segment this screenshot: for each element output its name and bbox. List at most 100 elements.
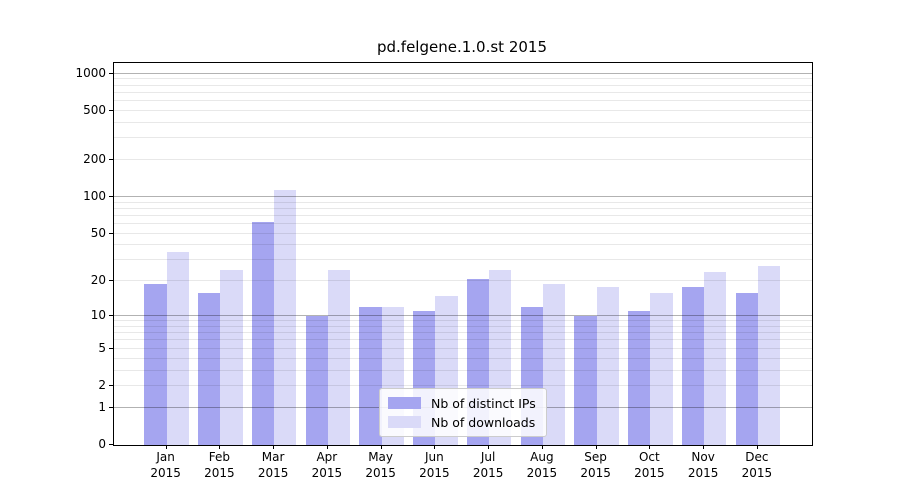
month-label: Apr [316, 450, 338, 464]
y-tick-label-1000: 1000 [75, 65, 106, 80]
gridline-30 [114, 259, 812, 261]
x-tick-label-oct: Oct 2015 [619, 449, 679, 481]
legend-swatch-ips [388, 397, 421, 409]
gridline-4 [114, 357, 812, 359]
legend-label-ips: Nb of distinct IPs [431, 395, 536, 411]
gridline-40 [114, 244, 812, 246]
x-tick-mark-jul [488, 445, 490, 449]
y-tick-label-20: 20 [90, 273, 106, 288]
x-tick-mark-jun [434, 445, 436, 449]
gridline-600 [114, 100, 812, 102]
legend-swatch-downloads [388, 416, 421, 428]
x-tick-mark-nov [703, 445, 705, 449]
x-tick-mark-sep [595, 445, 597, 449]
month-label: May [368, 450, 393, 464]
gridline-8 [114, 325, 812, 327]
chart-title: pd.felgene.1.0.st 2015 [376, 38, 547, 56]
x-tick-mark-feb [219, 445, 221, 449]
y-tick-label-0: 0 [98, 437, 106, 451]
x-tick-mark-aug [541, 445, 543, 449]
gridline-10 [114, 315, 812, 317]
y-tick-mark-10 [109, 315, 113, 317]
bar-jan-ips [144, 284, 167, 445]
y-tick-label-10: 10 [90, 308, 106, 323]
y-tick-mark-500 [109, 109, 113, 111]
bar-apr-ips [305, 316, 328, 445]
year-label: 2015 [311, 466, 343, 480]
month-label: Nov [691, 450, 715, 464]
gridline-500 [114, 109, 812, 111]
y-tick-label-100: 100 [83, 188, 106, 203]
bar-feb-downloads [220, 269, 243, 445]
bar-mar-downloads [274, 189, 297, 445]
y-tick-mark-200 [109, 158, 113, 160]
gridline-7 [114, 332, 812, 334]
y-tick-mark-1000 [109, 72, 113, 74]
year-label: 2015 [741, 466, 773, 480]
year-label: 2015 [150, 466, 181, 480]
legend: Nb of distinct IPs Nb of downloads [379, 388, 547, 437]
gridline-6 [114, 339, 812, 341]
y-tick-mark-5 [109, 347, 113, 349]
gridline-100 [114, 195, 812, 197]
gridline-60 [114, 223, 812, 225]
y-tick-mark-100 [109, 195, 113, 197]
x-tick-label-jan: Jan 2015 [136, 449, 196, 481]
gridline-80 [114, 207, 812, 209]
month-label: Feb [208, 450, 230, 464]
y-tick-label-1: 1 [98, 399, 106, 414]
x-tick-label-apr: Apr 2015 [297, 449, 357, 481]
bar-dec-ips [735, 292, 758, 445]
y-tick-label-500: 500 [83, 102, 106, 117]
gridline-300 [114, 137, 812, 139]
x-tick-mark-mar [273, 445, 275, 449]
year-label: 2015 [472, 466, 504, 480]
y-tick-mark-20 [109, 280, 113, 282]
month-label: Jun [424, 450, 444, 464]
bar-feb-ips [198, 292, 221, 445]
x-tick-mark-oct [649, 445, 651, 449]
year-label: 2015 [419, 466, 450, 480]
gridline-5 [114, 347, 812, 349]
gridline-700 [114, 91, 812, 93]
gridline-800 [114, 84, 812, 86]
gridline-1000 [114, 72, 812, 74]
plot-area: Nb of distinct IPs Nb of downloads [113, 62, 813, 446]
month-label: Jan [156, 450, 175, 464]
month-label: Jul [480, 450, 496, 464]
month-label: Oct [638, 450, 660, 464]
bar-oct-downloads [650, 292, 673, 445]
x-tick-label-mar: Mar 2015 [243, 449, 303, 481]
year-label: 2015 [257, 466, 289, 480]
y-tick-mark-2 [109, 384, 113, 386]
year-label: 2015 [634, 466, 665, 480]
bar-apr-downloads [327, 269, 351, 445]
x-tick-mark-dec [756, 445, 758, 449]
gridline-9 [114, 320, 812, 322]
month-label: Sep [584, 450, 607, 464]
legend-row-downloads: Nb of downloads [380, 415, 546, 430]
legend-row-ips: Nb of distinct IPs [380, 396, 546, 411]
year-label: 2015 [687, 466, 719, 480]
x-tick-label-jul: Jul 2015 [458, 449, 518, 481]
x-tick-label-feb: Feb 2015 [189, 449, 249, 481]
y-tick-label-50: 50 [90, 225, 106, 240]
year-label: 2015 [204, 466, 235, 480]
bar-aug-downloads [542, 284, 566, 445]
y-tick-label-200: 200 [83, 151, 106, 166]
x-tick-mark-apr [326, 445, 328, 449]
x-tick-mark-may [380, 445, 382, 449]
bar-nov-downloads [704, 272, 727, 445]
gridline-900 [114, 78, 812, 80]
gridline-90 [114, 201, 812, 203]
year-label: 2015 [580, 466, 611, 480]
gridline-400 [114, 121, 812, 123]
y-tick-label-2: 2 [98, 377, 106, 392]
gridline-70 [114, 214, 812, 216]
year-label: 2015 [526, 466, 558, 480]
month-label: Dec [745, 450, 769, 464]
bar-may-ips [359, 307, 382, 445]
bar-nov-ips [681, 286, 705, 445]
x-tick-label-nov: Nov 2015 [673, 449, 733, 481]
